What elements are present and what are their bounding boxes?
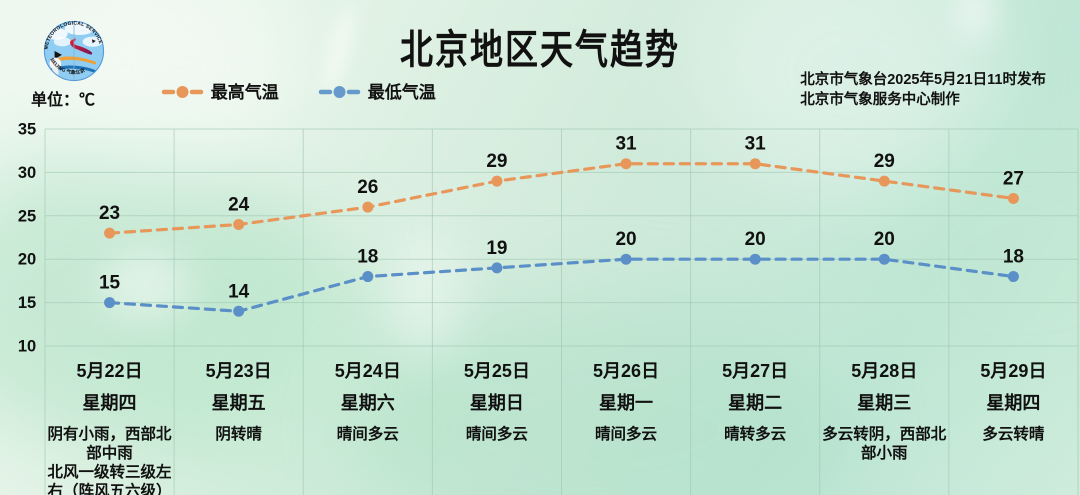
svg-text:29: 29: [486, 151, 507, 172]
svg-text:35: 35: [18, 121, 36, 139]
svg-text:15: 15: [99, 273, 121, 294]
svg-text:18: 18: [1003, 247, 1024, 268]
svg-text:20: 20: [615, 229, 636, 250]
svg-text:14: 14: [228, 281, 250, 302]
svg-text:15: 15: [18, 294, 36, 312]
svg-text:31: 31: [745, 134, 767, 155]
svg-text:18: 18: [357, 247, 378, 268]
svg-text:20: 20: [874, 229, 895, 250]
svg-text:10: 10: [18, 338, 36, 356]
svg-text:24: 24: [228, 194, 250, 215]
svg-text:20: 20: [745, 229, 766, 250]
svg-text:30: 30: [18, 164, 36, 182]
svg-text:19: 19: [486, 238, 507, 259]
svg-text:20: 20: [18, 251, 36, 269]
svg-text:25: 25: [18, 207, 36, 225]
svg-text:31: 31: [615, 134, 637, 155]
svg-text:23: 23: [99, 203, 120, 224]
svg-text:26: 26: [357, 177, 378, 198]
svg-text:27: 27: [1003, 168, 1024, 189]
svg-text:29: 29: [874, 151, 895, 172]
